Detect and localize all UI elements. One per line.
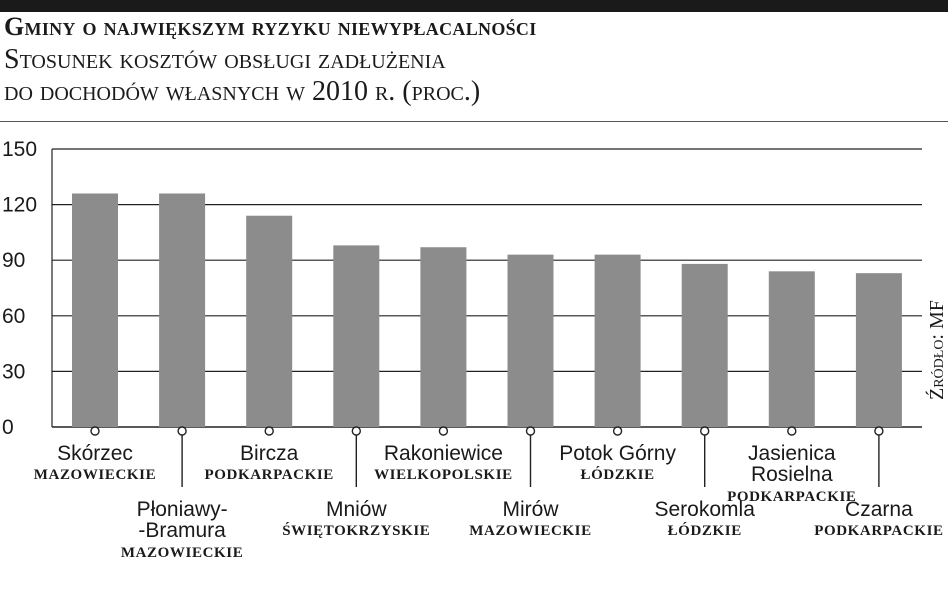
bar <box>159 193 206 427</box>
category-region: MAZOWIECKIE <box>34 467 156 483</box>
y-tick-label: 30 <box>2 360 25 383</box>
category-region: ŚWIĘTOKRZYSKIE <box>282 522 430 539</box>
category-region: MAZOWIECKIE <box>121 545 243 561</box>
bar <box>420 247 467 427</box>
leader-dot <box>264 426 274 436</box>
header-rule <box>0 121 948 122</box>
bar <box>855 273 902 427</box>
y-tick-label: 90 <box>2 249 25 272</box>
category-label: -Bramura <box>138 519 226 542</box>
category-label: Potok Górny <box>559 442 676 465</box>
category-region: ŁÓDZKIE <box>668 522 742 539</box>
y-tick-label: 0 <box>2 416 14 439</box>
subtitle-line-1: Stosunek kosztów obsługi zadłużenia <box>4 44 446 75</box>
category-label: Serokomla <box>655 498 756 521</box>
leader-dot <box>787 426 797 436</box>
category-region: ŁÓDZKIE <box>580 466 654 483</box>
category-region: PODKARPACKIE <box>727 489 856 505</box>
y-tick-label: 150 <box>2 138 37 161</box>
leader-dot <box>351 426 361 436</box>
category-region: PODKARPACKIE <box>204 467 333 483</box>
leader-dot <box>700 426 710 436</box>
bar <box>768 271 815 427</box>
leader-dot <box>612 426 623 436</box>
y-tick-label: 120 <box>2 194 37 217</box>
category-region: WIELKOPOLSKIE <box>374 467 513 483</box>
bar <box>507 254 554 427</box>
category-label: Czarna <box>845 498 913 521</box>
category-label: Mirów <box>503 498 560 521</box>
category-label: Bircza <box>240 442 299 465</box>
category-label: Rakoniewice <box>384 442 503 465</box>
bar <box>333 245 380 427</box>
leader-dot <box>177 426 187 436</box>
leader-dot <box>438 426 449 436</box>
bar <box>72 193 118 427</box>
top-bar <box>0 0 948 12</box>
chart-title: Gminy o największym ryzyku niewypłacalno… <box>4 12 537 41</box>
leader-dot <box>874 426 884 436</box>
leader-dot <box>90 426 100 436</box>
category-label: Skórzec <box>57 442 133 465</box>
chart-subtitle: Stosunek kosztów obsługi zadłużenia do d… <box>4 44 480 108</box>
leader-dot <box>525 426 536 436</box>
subtitle-line-2: do dochodów własnych w 2010 r. (proc.) <box>4 76 481 107</box>
bar <box>681 263 728 427</box>
category-label: Jasienica <box>748 442 836 465</box>
y-tick-label: 60 <box>2 305 25 328</box>
source-note: Źródło: MF <box>926 300 948 400</box>
bar <box>246 215 293 427</box>
category-region: PODKARPACKIE <box>814 523 943 539</box>
category-label: Rosielna <box>751 463 833 486</box>
bar <box>594 254 641 427</box>
category-label: Mniów <box>326 498 388 521</box>
category-region: MAZOWIECKIE <box>469 523 591 539</box>
category-label: Płoniawy- <box>137 498 228 521</box>
